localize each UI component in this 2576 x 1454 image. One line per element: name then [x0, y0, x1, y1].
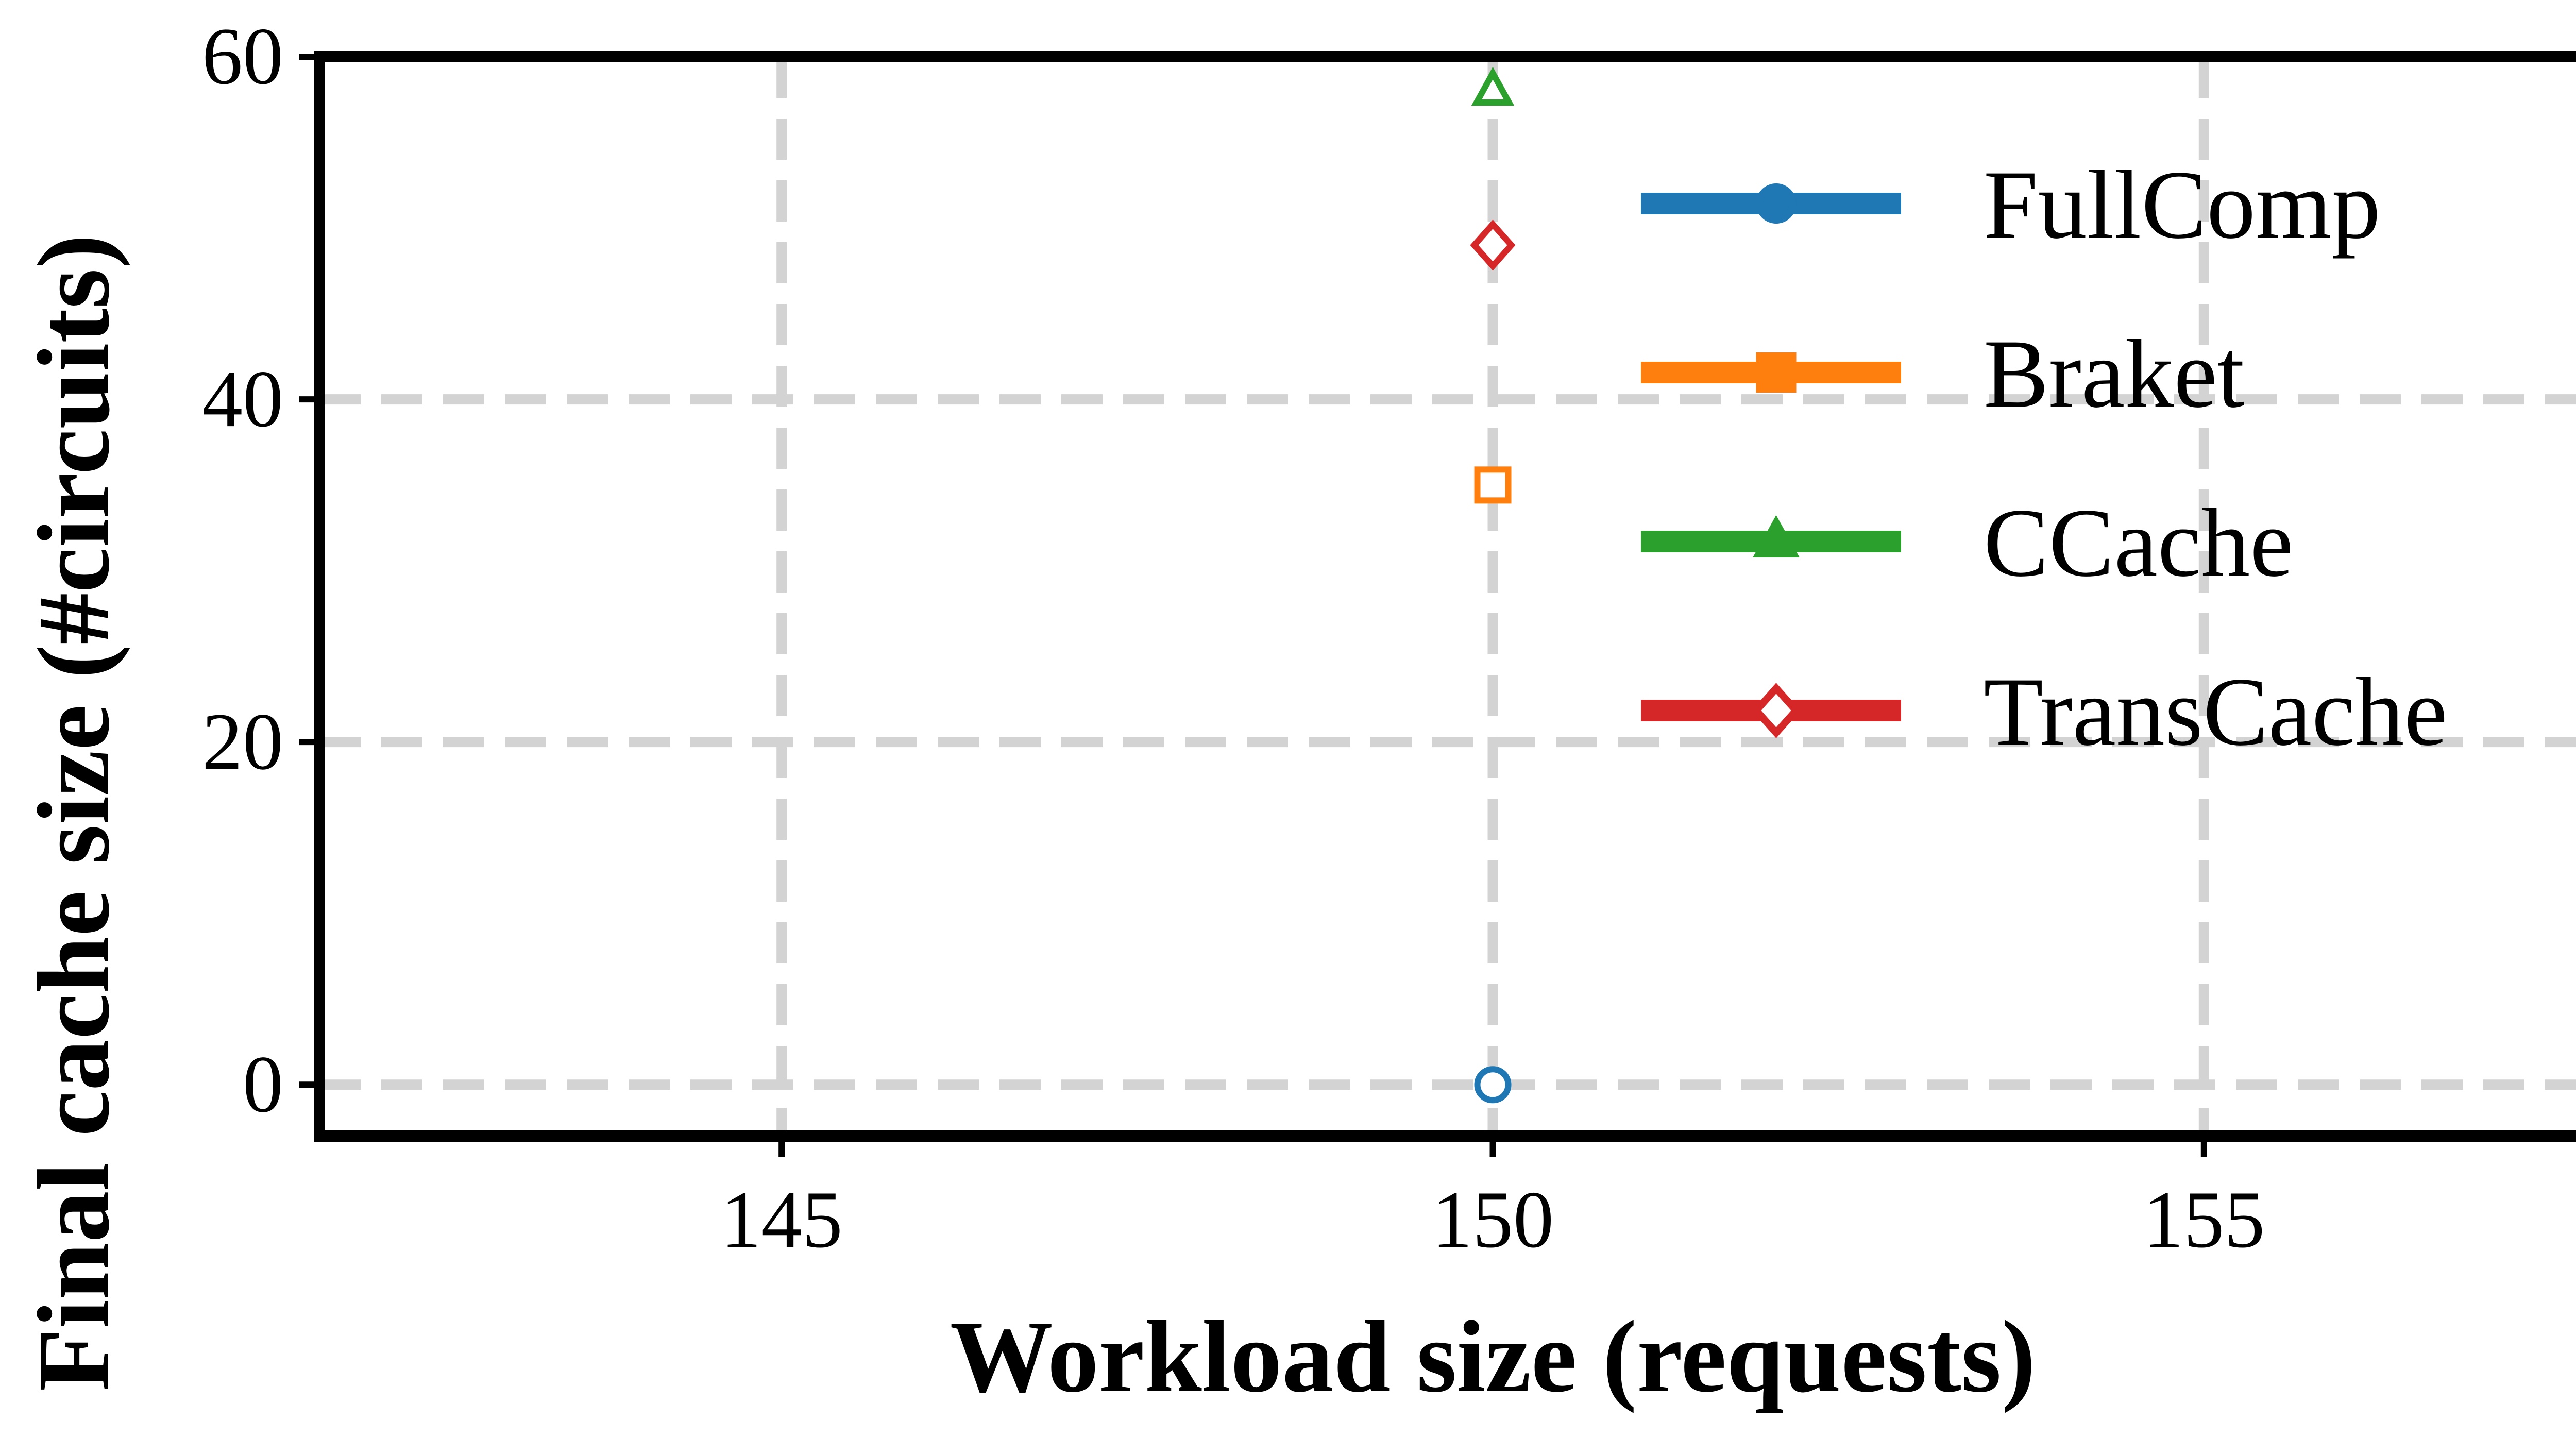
- y-tick-label: 20: [202, 697, 283, 787]
- y-tick-label: 0: [243, 1039, 283, 1129]
- legend-label: TransCache: [1984, 658, 2448, 766]
- legend-marker: [1756, 352, 1797, 393]
- legend-item-fullcomp: FullComp: [1641, 151, 2381, 259]
- legend: FullComp Braket CCache TransCache: [1641, 151, 2448, 766]
- legend-marker: [1756, 183, 1797, 224]
- x-tick-label: 145: [721, 1175, 843, 1265]
- data-points: [1470, 66, 1516, 1104]
- legend-marker: [1753, 515, 1800, 557]
- x-tick-label: 155: [2143, 1175, 2265, 1265]
- x-tick-label: 150: [1432, 1175, 1554, 1265]
- legend-label: Braket: [1984, 320, 2244, 428]
- y-axis-ticks: 0 20 40 60: [202, 11, 319, 1129]
- legend-item-transcache: TransCache: [1641, 658, 2448, 766]
- data-point-braket: [1474, 466, 1512, 504]
- legend-item-ccache: CCache: [1641, 489, 2293, 597]
- y-tick-label: 60: [202, 11, 283, 102]
- data-point-ccache: [1471, 66, 1515, 106]
- data-point-transcache: [1470, 219, 1516, 271]
- legend-label: CCache: [1984, 489, 2293, 597]
- legend-item-braket: Braket: [1641, 320, 2244, 428]
- y-tick-label: 40: [202, 354, 283, 444]
- legend-label: FullComp: [1984, 151, 2381, 259]
- data-point-fullcomp: [1474, 1066, 1512, 1104]
- y-axis-label: Final cache size (#circuits): [17, 234, 131, 1392]
- x-axis-ticks: 145 150 155: [721, 1136, 2265, 1265]
- x-axis-label: Workload size (requests): [950, 1300, 2036, 1414]
- legend-marker: [1751, 683, 1801, 738]
